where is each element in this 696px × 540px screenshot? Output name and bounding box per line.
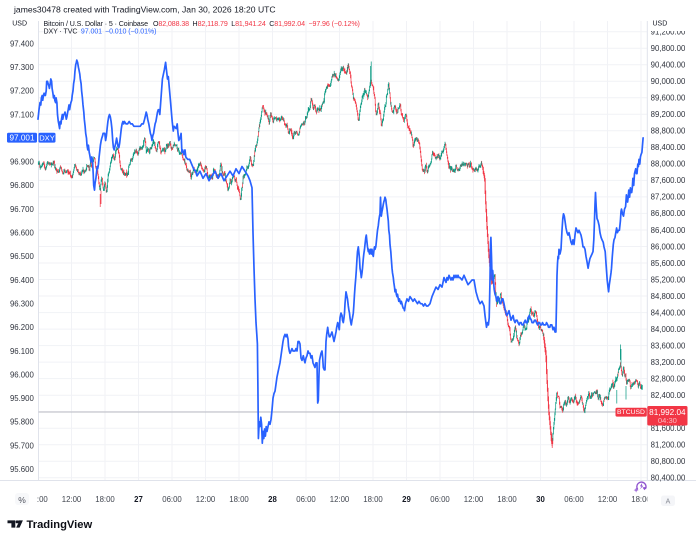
svg-text:12:00: 12:00 (598, 495, 618, 504)
svg-text:84,800.00: 84,800.00 (651, 292, 686, 301)
svg-text:96.800: 96.800 (10, 181, 35, 190)
svg-text:18:00: 18:00 (95, 495, 115, 504)
svg-text:04:30: 04:30 (658, 416, 677, 425)
svg-text:97.200: 97.200 (10, 87, 35, 96)
svg-text:84,000.00: 84,000.00 (651, 325, 686, 334)
svg-text:81,600.00: 81,600.00 (651, 424, 686, 433)
svg-text:91,200.00: 91,200.00 (651, 28, 686, 37)
svg-text:DXY: DXY (39, 133, 55, 142)
svg-text:96.300: 96.300 (10, 300, 35, 309)
svg-text:84,400.00: 84,400.00 (651, 308, 686, 317)
svg-text:88,000.00: 88,000.00 (651, 160, 686, 169)
svg-text:18:00: 18:00 (497, 495, 517, 504)
svg-text:12:00: 12:00 (62, 495, 82, 504)
svg-text:82,800.00: 82,800.00 (651, 374, 686, 383)
svg-text:81,200.00: 81,200.00 (651, 441, 686, 450)
svg-text:06:00: 06:00 (430, 495, 450, 504)
svg-text:90,400.00: 90,400.00 (651, 61, 686, 70)
svg-text:96.500: 96.500 (10, 252, 35, 261)
svg-text:18:00: 18:00 (363, 495, 383, 504)
svg-text:83,600.00: 83,600.00 (651, 341, 686, 350)
svg-text:96.900: 96.900 (10, 158, 35, 167)
svg-text:96.200: 96.200 (10, 323, 35, 332)
svg-text:18:00: 18:00 (229, 495, 249, 504)
svg-text:12:00: 12:00 (464, 495, 484, 504)
svg-text:TradingView: TradingView (27, 519, 93, 531)
svg-text:95.700: 95.700 (10, 441, 35, 450)
svg-text:12:00: 12:00 (196, 495, 216, 504)
svg-text:86,000.00: 86,000.00 (651, 242, 686, 251)
svg-text:86,800.00: 86,800.00 (651, 209, 686, 218)
svg-text:97.300: 97.300 (10, 63, 35, 72)
svg-text:80,400.00: 80,400.00 (651, 474, 686, 483)
svg-text:06:00: 06:00 (564, 495, 584, 504)
svg-text:90,800.00: 90,800.00 (651, 44, 686, 53)
svg-text:89,200.00: 89,200.00 (651, 110, 686, 119)
svg-text:Bitcoin / U.S. Dollar · 5 · Co: Bitcoin / U.S. Dollar · 5 · Coinbase O82,… (44, 20, 360, 28)
svg-text:97.100: 97.100 (10, 110, 35, 119)
svg-text:06:00: 06:00 (296, 495, 316, 504)
svg-text:90,000.00: 90,000.00 (651, 77, 686, 86)
svg-text:87,200.00: 87,200.00 (651, 193, 686, 202)
svg-text:USD: USD (653, 21, 668, 28)
svg-text:81,992.04: 81,992.04 (649, 408, 686, 417)
svg-text:06:00: 06:00 (162, 495, 182, 504)
svg-text:82,400.00: 82,400.00 (651, 391, 686, 400)
svg-text:95.800: 95.800 (10, 418, 35, 427)
svg-text:85,600.00: 85,600.00 (651, 259, 686, 268)
svg-text:29: 29 (402, 495, 411, 504)
svg-text:97.400: 97.400 (10, 39, 35, 48)
svg-text:89,600.00: 89,600.00 (651, 94, 686, 103)
svg-text:96.400: 96.400 (10, 276, 35, 285)
svg-text:27: 27 (134, 495, 143, 504)
svg-text:%: % (18, 495, 26, 505)
svg-text:88,400.00: 88,400.00 (651, 143, 686, 152)
svg-text:96.100: 96.100 (10, 347, 35, 356)
svg-text:95.900: 95.900 (10, 394, 35, 403)
svg-text:80,800.00: 80,800.00 (651, 457, 686, 466)
svg-text:A: A (666, 498, 671, 505)
svg-text:87,600.00: 87,600.00 (651, 176, 686, 185)
svg-text:85,200.00: 85,200.00 (651, 275, 686, 284)
svg-text:83,200.00: 83,200.00 (651, 358, 686, 367)
svg-text:30: 30 (536, 495, 545, 504)
svg-text:BTCUSD: BTCUSD (617, 409, 645, 416)
svg-text:james30478 created with Tradin: james30478 created with TradingView.com,… (13, 4, 276, 14)
svg-text:88,800.00: 88,800.00 (651, 127, 686, 136)
svg-text:95.600: 95.600 (10, 465, 35, 474)
svg-text:USD: USD (12, 21, 27, 28)
svg-text:18:00: 18:00 (631, 495, 651, 504)
svg-text:86,400.00: 86,400.00 (651, 226, 686, 235)
svg-text:12:00: 12:00 (330, 495, 350, 504)
svg-text:96.700: 96.700 (10, 205, 35, 214)
svg-text:06:00: 06:00 (28, 495, 48, 504)
svg-text:97.001: 97.001 (9, 133, 34, 142)
svg-text:96.600: 96.600 (10, 229, 35, 238)
svg-text:96.000: 96.000 (10, 370, 35, 379)
svg-text:28: 28 (268, 495, 277, 504)
